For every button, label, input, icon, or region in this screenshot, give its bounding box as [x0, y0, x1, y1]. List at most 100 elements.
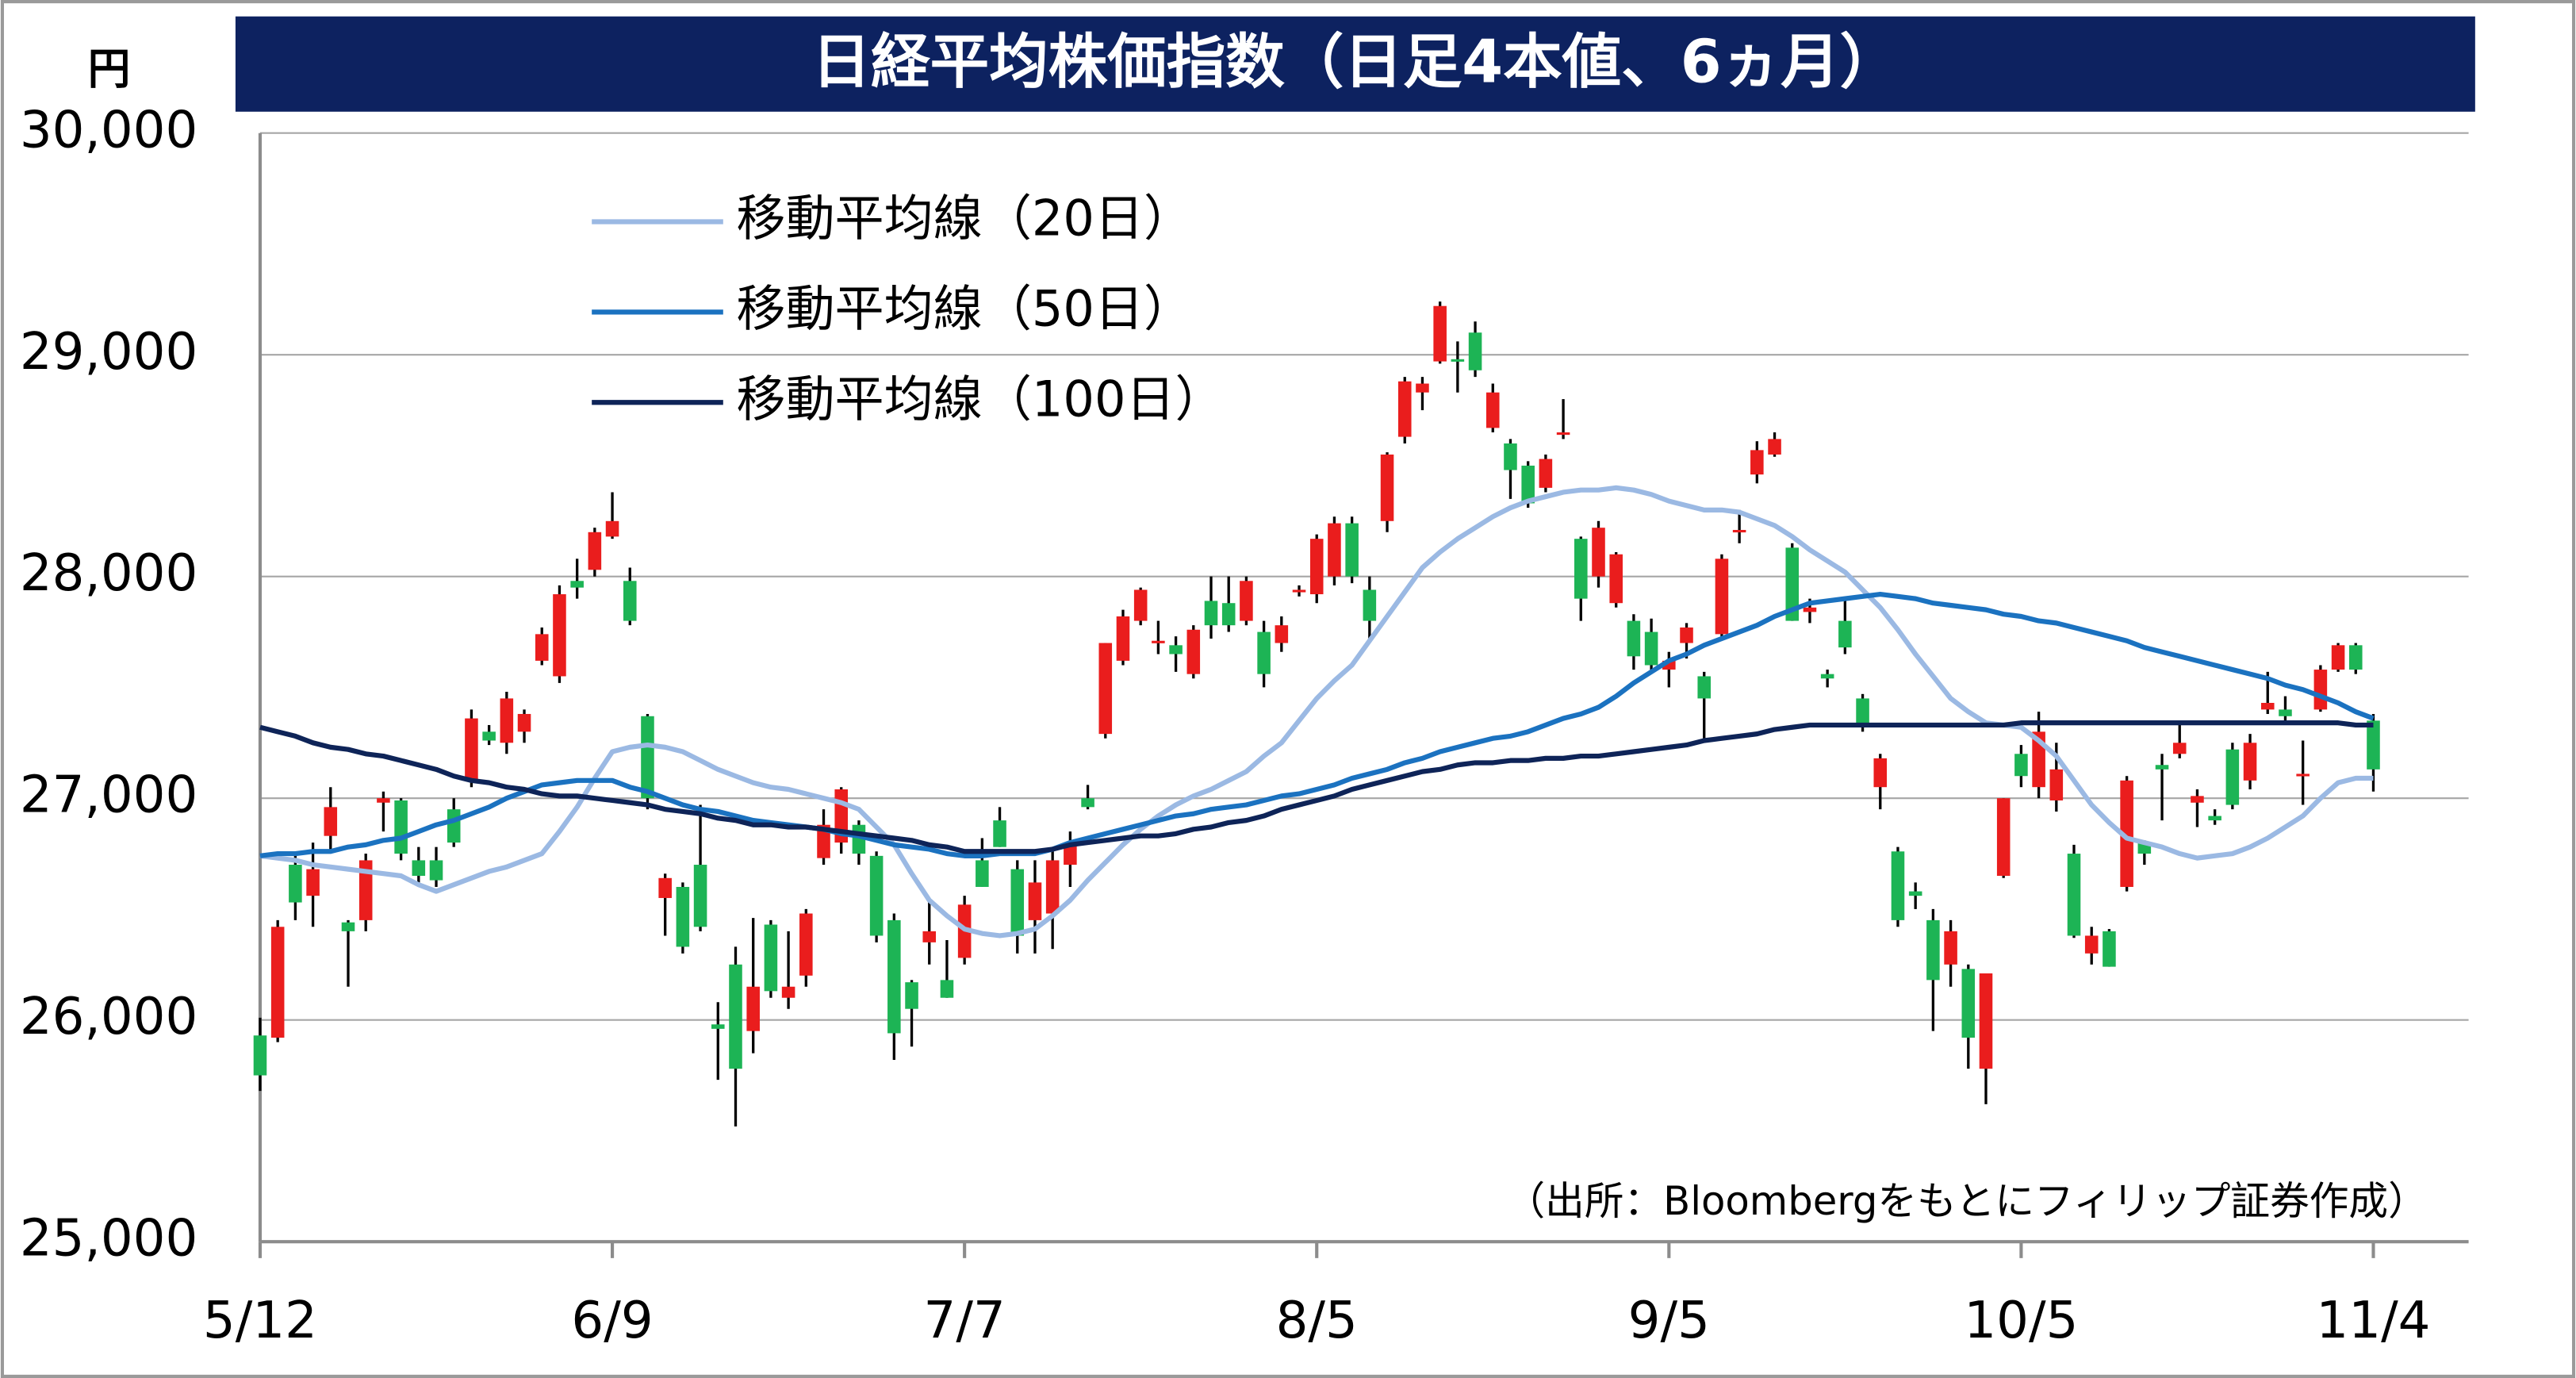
candle-body [465, 718, 478, 781]
candle-body [482, 731, 496, 741]
candle-body [2103, 931, 2116, 967]
candle-body [1521, 465, 1535, 504]
legend-label: 移動平均線（50日） [736, 279, 1193, 337]
candle-body [1750, 450, 1764, 475]
candle-body [1010, 869, 1025, 936]
candle-body [676, 886, 690, 947]
candle-body [553, 594, 566, 677]
candle-body [324, 807, 338, 836]
x-tick-label: 5/12 [203, 1291, 317, 1350]
candle-body [2120, 780, 2133, 887]
candle-body [1891, 851, 1905, 920]
candle-body [500, 698, 514, 743]
candle-body [1609, 554, 1623, 604]
candle-body [1820, 674, 1834, 679]
candle-body [1627, 620, 1641, 657]
candle-body [1539, 459, 1553, 488]
candle-body [1592, 528, 1605, 577]
candle-body [940, 980, 954, 998]
candle-body [341, 922, 355, 931]
x-tick-label: 8/5 [1276, 1291, 1358, 1350]
x-tick-label: 7/7 [924, 1291, 1006, 1350]
candle-body [1961, 969, 1976, 1038]
candle-body [1785, 547, 1800, 621]
candle-body [1662, 660, 1676, 670]
candle-body [2172, 743, 2187, 754]
candle-body [2243, 743, 2257, 781]
candle-body [2155, 765, 2169, 770]
y-tick-label: 29,000 [20, 322, 197, 382]
candle-body [1275, 625, 1289, 643]
candle-body [2067, 854, 2081, 936]
candle-body [1556, 432, 1570, 436]
candle-body [693, 865, 707, 927]
candle-body [1345, 523, 1359, 577]
candle-body [2225, 749, 2240, 805]
candle-body [358, 860, 373, 920]
candle-body [1309, 539, 1324, 595]
candle-body [1186, 629, 1201, 674]
candle-body [976, 860, 989, 887]
candle-body [623, 581, 637, 621]
candle-body [2084, 935, 2099, 954]
candle-body [764, 924, 778, 992]
candle-body [253, 1035, 267, 1076]
candle-body [1803, 607, 1817, 612]
y-tick-label: 28,000 [20, 543, 197, 603]
candle-body [1169, 645, 1183, 654]
candle-body [1468, 332, 1482, 370]
candle-body [1416, 383, 1429, 393]
candle-body [429, 860, 443, 881]
candle-body [1152, 640, 1165, 643]
candle-body [1574, 539, 1588, 599]
legend-label: 移動平均線（100日） [736, 370, 1224, 428]
y-tick-label: 26,000 [20, 987, 197, 1046]
x-tick-label: 9/5 [1628, 1291, 1710, 1350]
candle-body [1908, 891, 1922, 896]
title-bar [235, 16, 2475, 112]
candle-body [1697, 676, 1712, 699]
candle-body [1873, 758, 1888, 788]
y-tick-label: 25,000 [20, 1209, 197, 1269]
candle-body [1292, 589, 1306, 593]
candle-body [306, 869, 320, 896]
candle-body [588, 532, 602, 570]
candle-body [781, 986, 795, 998]
moving-average-line [259, 591, 2375, 858]
candle-body [1504, 443, 1517, 470]
candle-body [2049, 769, 2064, 800]
candle-body [2367, 720, 2380, 770]
candle-body [1926, 919, 1940, 981]
candle-body [1240, 581, 1253, 621]
candle-body [1204, 601, 1218, 626]
candle-body [1221, 603, 1236, 626]
candle-body [746, 986, 760, 1031]
candle-body [1979, 973, 1993, 1069]
candle-body [605, 520, 619, 537]
candle-body [1098, 643, 1113, 735]
candle-body [1081, 798, 1094, 808]
chart-title: 日経平均株価指数（日足4本値、6ヵ月） [812, 27, 1899, 96]
candle-body [1732, 529, 1746, 533]
candle-body [905, 982, 918, 1009]
candle-body [993, 820, 1006, 847]
candle-body [289, 865, 302, 903]
candle-body [2296, 773, 2310, 777]
y-tick-label: 30,000 [20, 100, 197, 159]
candle-body [711, 1024, 725, 1029]
candle-body [1257, 631, 1271, 674]
candle-body [2260, 702, 2275, 710]
candle-body [1644, 631, 1658, 666]
candle-body [1768, 439, 1781, 455]
candle-body [1944, 931, 1957, 965]
candle-body [2191, 796, 2204, 803]
candle-body [2279, 709, 2292, 716]
candle-body [869, 855, 884, 936]
candle-body [2348, 645, 2363, 670]
candle-body [1045, 860, 1060, 914]
candle-body [2014, 754, 2028, 777]
candle-body [817, 824, 830, 858]
candle-body [1380, 454, 1394, 521]
candle-body [2331, 645, 2345, 670]
candle-body [517, 713, 531, 732]
